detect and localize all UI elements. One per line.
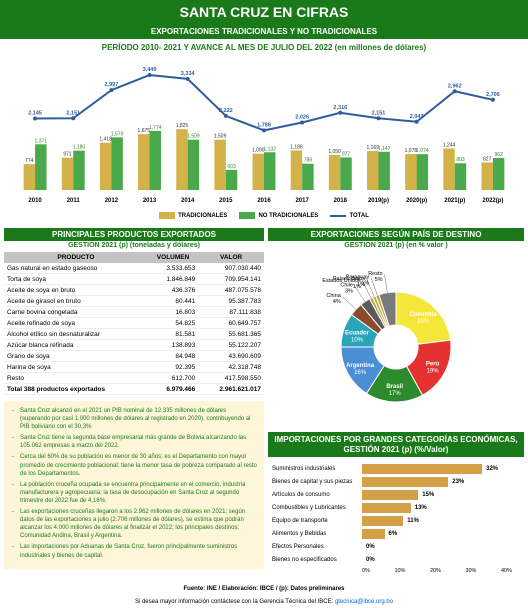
products-table: PRODUCTOVOLUMENVALOR Gas natural en esta… — [4, 252, 264, 395]
svg-text:3%: 3% — [345, 289, 353, 295]
svg-text:827: 827 — [483, 156, 492, 162]
table-sub: GESTIÓN 2021 (p) (toneladas y dólares) — [4, 241, 264, 252]
combo-sub: PERÍODO 2010- 2021 Y AVANCE AL MES DE JU… — [0, 41, 528, 54]
svg-text:4%: 4% — [333, 299, 341, 305]
svg-text:2,962: 2,962 — [448, 83, 462, 89]
svg-text:2,706: 2,706 — [486, 92, 500, 98]
svg-text:3,334: 3,334 — [181, 71, 196, 77]
svg-text:2,047: 2,047 — [410, 114, 424, 120]
svg-text:1,147: 1,147 — [378, 146, 391, 152]
svg-text:1,509: 1,509 — [214, 134, 227, 140]
svg-text:1,774: 1,774 — [149, 125, 162, 131]
svg-text:2,316: 2,316 — [333, 105, 347, 111]
svg-text:2,145: 2,145 — [28, 111, 42, 117]
svg-text:2019(p): 2019(p) — [368, 198, 389, 204]
svg-text:1,825: 1,825 — [176, 123, 189, 129]
source-footer: Fuente: INE / Elaboración: IBCE / (p): D… — [0, 582, 528, 596]
svg-text:1,186: 1,186 — [290, 144, 303, 150]
svg-text:788: 788 — [304, 158, 313, 164]
hbar-header: IMPORTACIONES POR GRANDES CATEGORÍAS ECO… — [268, 432, 524, 457]
svg-text:977: 977 — [342, 151, 351, 157]
svg-text:2018: 2018 — [334, 198, 348, 204]
svg-text:1,788: 1,788 — [257, 122, 271, 128]
svg-text:Ecuador: Ecuador — [345, 330, 370, 336]
svg-text:16%: 16% — [354, 370, 367, 376]
svg-text:1,074: 1,074 — [416, 148, 429, 154]
svg-text:603: 603 — [227, 164, 236, 170]
svg-text:2012: 2012 — [105, 198, 119, 204]
svg-text:Argentina: Argentina — [346, 363, 375, 369]
svg-text:Brasil: Brasil — [386, 384, 403, 390]
svg-text:2010: 2010 — [28, 198, 42, 204]
svg-text:19%: 19% — [427, 369, 440, 375]
svg-text:17%: 17% — [389, 391, 402, 397]
svg-text:5%: 5% — [375, 277, 383, 283]
svg-text:Perú: Perú — [426, 362, 440, 368]
svg-text:1,180: 1,180 — [73, 145, 86, 151]
svg-text:2017: 2017 — [295, 198, 309, 204]
svg-text:2013: 2013 — [143, 198, 157, 204]
svg-text:1,244: 1,244 — [443, 143, 456, 149]
svg-text:2022(p): 2022(p) — [482, 198, 503, 204]
svg-text:1,579: 1,579 — [111, 131, 124, 137]
svg-text:2015: 2015 — [219, 198, 233, 204]
main-title: SANTA CRUZ EN CIFRAS — [0, 0, 528, 24]
svg-text:3,449: 3,449 — [143, 67, 157, 73]
svg-text:1,509: 1,509 — [187, 134, 200, 140]
svg-text:2,151: 2,151 — [372, 110, 386, 116]
svg-text:2021(p): 2021(p) — [444, 198, 465, 204]
combo-header: EXPORTACIONES TRADICIONALES Y NO TRADICI… — [0, 24, 528, 39]
svg-text:2,222: 2,222 — [219, 108, 233, 114]
facts-list: Santa Cruz alcanzó en el 2021 un PIB nom… — [4, 401, 264, 569]
donut-sub: GESTIÓN 2021 (p) (en % valor ) — [268, 241, 524, 252]
svg-text:23%: 23% — [417, 319, 430, 325]
svg-text:1,132: 1,132 — [263, 146, 276, 152]
svg-text:774: 774 — [25, 158, 34, 164]
svg-text:2,026: 2,026 — [295, 114, 309, 120]
svg-text:10%: 10% — [351, 337, 364, 343]
svg-text:2011: 2011 — [67, 198, 81, 204]
donut-header: EXPORTACIONES SEGÚN PAÍS DE DESTINO — [268, 228, 524, 241]
svg-text:2020(p): 2020(p) — [406, 198, 427, 204]
hbar-chart: Suministros industriales32%Bienes de cap… — [268, 457, 524, 578]
combo-legend: TRADICIONALES NO TRADICIONALES TOTAL — [2, 212, 526, 219]
svg-text:962: 962 — [494, 152, 503, 158]
svg-text:2,151: 2,151 — [66, 110, 80, 116]
contact-footer: Si desea mayor información contáctese co… — [0, 596, 528, 608]
svg-text:803: 803 — [456, 157, 465, 163]
svg-text:1,050: 1,050 — [328, 149, 341, 155]
combo-chart: 774 1,371 2010 9711,180 2011 1,4181,579 2012 1,… — [0, 54, 528, 224]
svg-text:Colombia: Colombia — [409, 312, 437, 318]
svg-text:1%: 1% — [361, 280, 369, 286]
email-link[interactable]: gtecnica@ibce.org.bo — [335, 599, 393, 605]
svg-text:971: 971 — [63, 152, 72, 158]
svg-text:1,371: 1,371 — [35, 138, 48, 144]
svg-text:1,418: 1,418 — [99, 137, 112, 143]
svg-text:2,997: 2,997 — [105, 82, 119, 88]
table-header: PRINCIPALES PRODUCTOS EXPORTADOS — [4, 228, 264, 241]
donut-chart: Colombia23% Perú19% Brasil17% Argentina16% E… — [268, 252, 524, 432]
svg-text:2014: 2014 — [181, 198, 195, 204]
svg-text:2016: 2016 — [257, 198, 271, 204]
